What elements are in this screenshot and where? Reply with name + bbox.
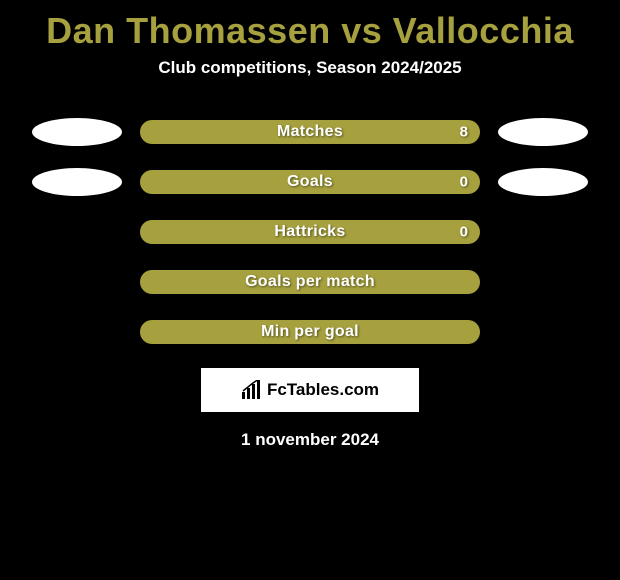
player-ellipse-right	[498, 168, 588, 196]
stat-label: Goals per match	[245, 273, 375, 291]
subtitle: Club competitions, Season 2024/2025	[0, 58, 620, 78]
stat-rows: Matches 8 Goals 0 Hattricks 0 Goals per match M…	[0, 118, 620, 346]
stat-row: Min per goal	[0, 318, 620, 346]
page-title: Dan Thomassen vs Vallocchia	[0, 10, 620, 52]
bar-chart-icon	[241, 380, 263, 400]
stat-label: Min per goal	[261, 323, 359, 341]
stat-label: Goals	[287, 173, 333, 191]
player-ellipse-left	[32, 168, 122, 196]
stat-row: Goals 0	[0, 168, 620, 196]
brand-box[interactable]: FcTables.com	[201, 368, 419, 412]
stat-value: 0	[460, 174, 468, 191]
stat-bar: Matches 8	[140, 120, 480, 144]
stats-comparison-card: Dan Thomassen vs Vallocchia Club competi…	[0, 0, 620, 580]
stat-bar: Goals per match	[140, 270, 480, 294]
stat-label: Matches	[277, 123, 343, 141]
stat-label: Hattricks	[274, 223, 345, 241]
stat-row: Goals per match	[0, 268, 620, 296]
stat-value: 8	[460, 124, 468, 141]
date-label: 1 november 2024	[0, 430, 620, 450]
player-ellipse-right	[498, 118, 588, 146]
stat-value: 0	[460, 224, 468, 241]
player-ellipse-left	[32, 118, 122, 146]
stat-row: Hattricks 0	[0, 218, 620, 246]
brand-text: FcTables.com	[267, 380, 379, 400]
stat-bar: Goals 0	[140, 170, 480, 194]
stat-bar: Min per goal	[140, 320, 480, 344]
stat-bar: Hattricks 0	[140, 220, 480, 244]
stat-row: Matches 8	[0, 118, 620, 146]
